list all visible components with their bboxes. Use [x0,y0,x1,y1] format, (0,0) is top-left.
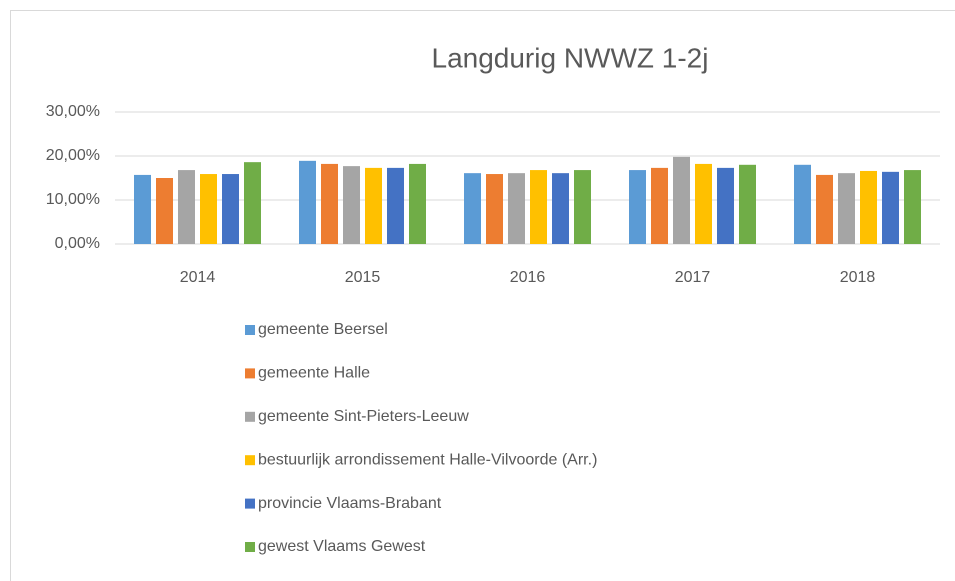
bar [200,174,217,244]
bar [860,170,877,244]
bar [816,174,833,244]
bar [244,162,261,244]
bar [299,160,316,244]
bar [882,171,899,244]
chart-border [10,10,955,581]
bar [222,174,239,244]
bar [365,167,382,244]
bar [629,170,646,244]
y-tick-label: 20,00% [46,147,100,164]
legend-label: gemeente Sint-Pieters-Leeuw [258,408,469,425]
bar [134,174,151,244]
bar [904,170,921,244]
bar [464,173,481,244]
bar [156,178,173,244]
legend-label: gewest Vlaams Gewest [258,538,426,555]
x-tick-label: 2014 [180,269,216,286]
legend-label: gemeente Halle [258,365,370,382]
legend-swatch [245,411,255,422]
bar [574,170,591,244]
legend-swatch [245,498,255,509]
bar [530,170,547,244]
x-tick-label: 2015 [345,269,381,286]
bar [343,166,360,244]
y-tick-label: 10,00% [46,191,100,208]
legend-swatch [245,455,255,466]
legend-label: provincie Vlaams-Brabant [258,495,442,512]
chart-title: Langdurig NWWZ 1-2j [432,42,709,73]
bar [552,173,569,244]
x-tick-label: 2016 [510,269,546,286]
bar [695,163,712,244]
bar [717,167,734,244]
legend-swatch [245,542,255,552]
bar [486,174,503,244]
y-tick-label: 0,00% [55,235,100,252]
bar [739,164,756,244]
bar [409,163,426,244]
x-tick-label: 2017 [675,269,711,286]
bar [794,164,811,244]
bar [321,163,338,244]
bar [178,170,195,244]
x-tick-label: 2018 [840,269,876,286]
bar [838,173,855,244]
legend-label: gemeente Beersel [258,321,388,338]
legend-swatch [245,325,255,335]
bar [673,156,690,244]
bar [508,173,525,244]
legend-label: bestuurlijk arrondissement Halle-Vilvoor… [258,451,597,468]
y-tick-label: 30,00% [46,103,100,120]
bar [651,167,668,244]
legend-swatch [245,368,255,379]
bar [387,167,404,244]
